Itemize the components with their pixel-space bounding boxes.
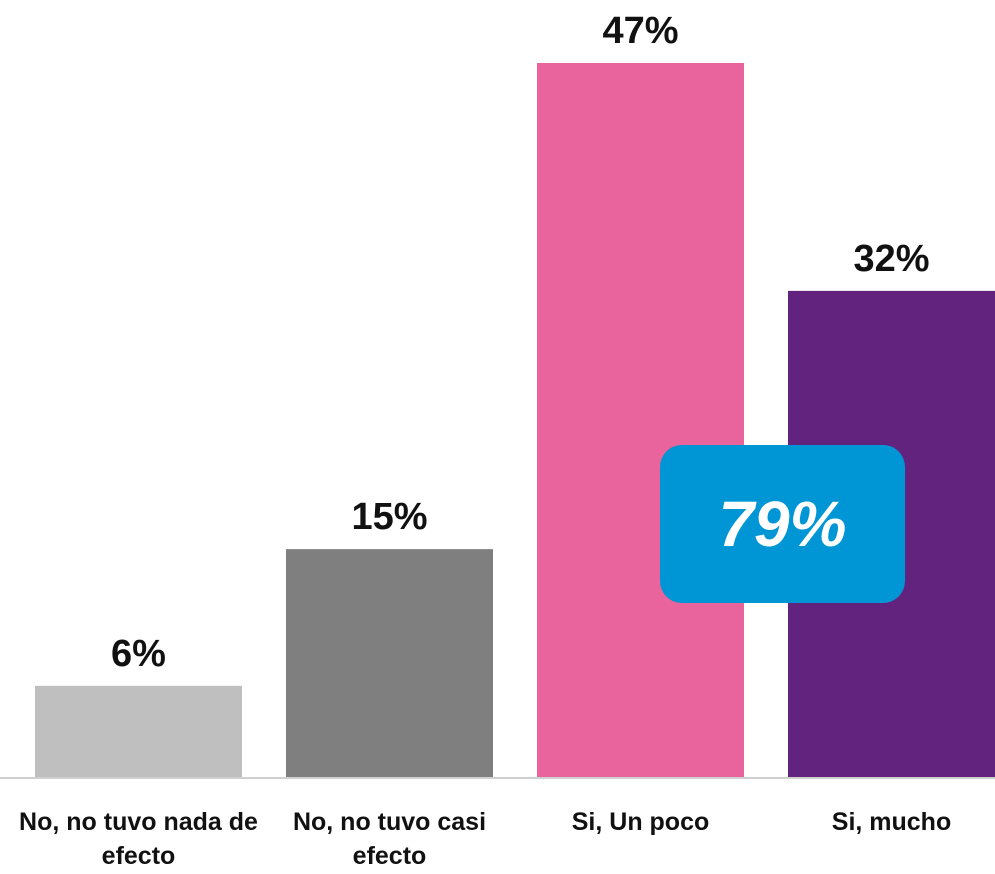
bar: [35, 685, 242, 777]
x-tick-label: Si, Un poco: [571, 808, 710, 836]
x-tick-label: No, no tuvo casi efecto: [292, 808, 487, 870]
x-tick-label: Si, mucho: [831, 808, 952, 836]
bar: [286, 549, 493, 777]
value-label: 6%: [111, 633, 166, 675]
value-label: 15%: [351, 496, 427, 538]
value-label: 32%: [853, 238, 929, 280]
value-label: 47%: [602, 10, 678, 52]
annotation: 79%: [660, 445, 905, 603]
x-tick-label: No, no tuvo nada de efecto: [19, 808, 258, 870]
bar: [537, 63, 744, 777]
